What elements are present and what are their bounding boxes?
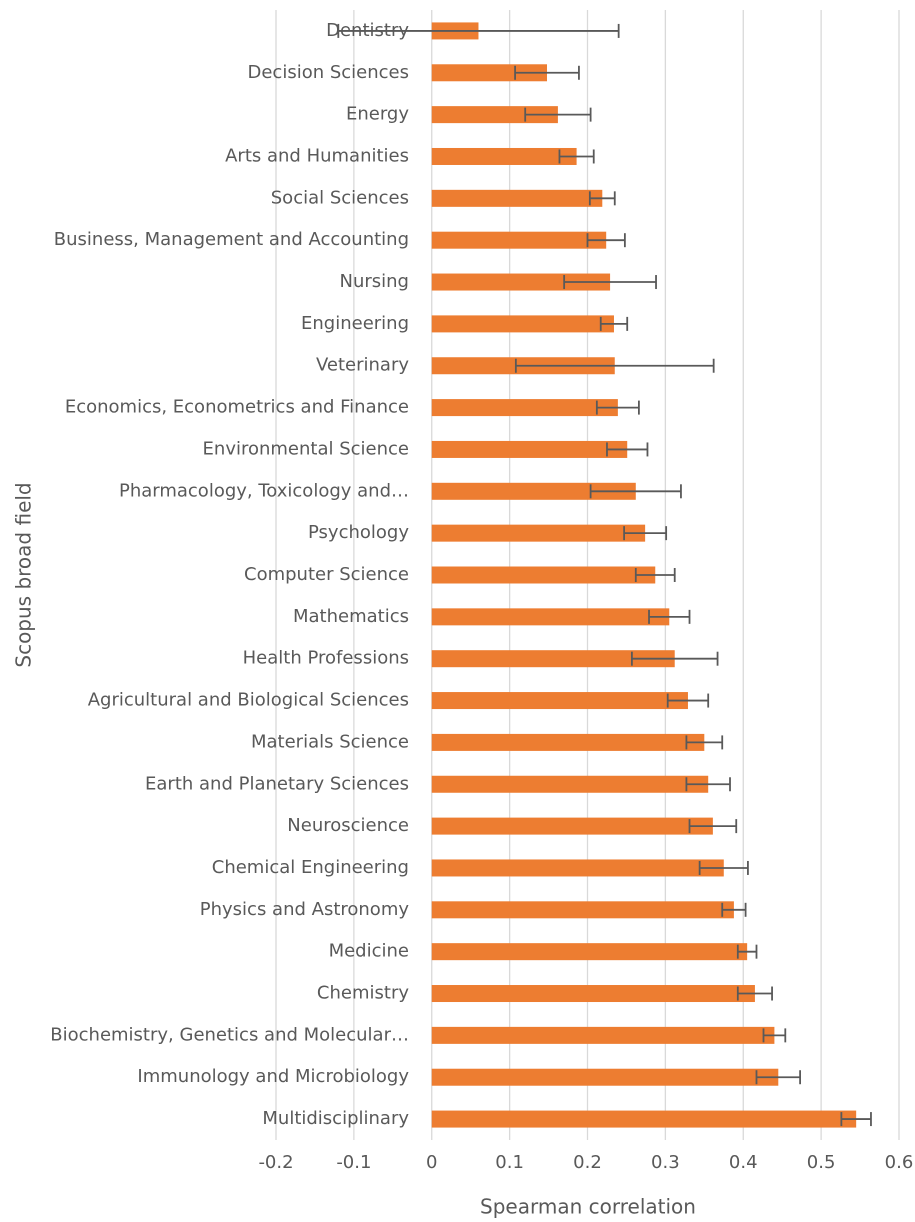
y-tick-label: Veterinary: [316, 355, 409, 376]
y-tick-label: Multidisciplinary: [262, 1108, 409, 1129]
x-tick-label: -0.2: [258, 1152, 293, 1173]
error-bar: [606, 442, 649, 457]
bar: [431, 1110, 857, 1128]
error-bar: [524, 107, 592, 122]
bar: [431, 106, 558, 124]
error-bar: [595, 400, 640, 415]
bar: [431, 650, 675, 668]
error-bar: [514, 65, 580, 80]
y-tick-label: Agricultural and Biological Sciences: [88, 690, 409, 711]
y-tick-label: Business, Management and Accounting: [54, 229, 409, 250]
error-bar: [666, 693, 710, 708]
bar: [431, 566, 656, 584]
y-axis-title: Scopus broad field: [12, 482, 36, 667]
error-bar: [588, 191, 616, 206]
error-bar: [736, 986, 773, 1001]
y-tick-label: Chemical Engineering: [212, 857, 409, 878]
error-bar: [630, 651, 719, 666]
x-tick-label: 0.5: [807, 1152, 836, 1173]
bar: [431, 943, 748, 961]
y-tick-label: Mathematics: [293, 606, 409, 627]
bar: [431, 817, 713, 835]
error-bar: [563, 275, 657, 290]
bar: [431, 231, 607, 249]
error-bar: [755, 1070, 801, 1085]
error-bar: [840, 1112, 872, 1127]
bar: [431, 859, 724, 877]
y-tick-label: Pharmacology, Toxicology and…: [119, 480, 409, 501]
bar: [431, 440, 628, 458]
x-tick-label: 0.1: [495, 1152, 524, 1173]
bar: [431, 985, 755, 1003]
error-bar: [685, 735, 724, 750]
x-tick-label: 0: [426, 1152, 437, 1173]
y-tick-label: Physics and Astronomy: [200, 899, 410, 920]
bar: [431, 692, 688, 710]
y-tick-label: Economics, Econometrics and Finance: [65, 397, 409, 418]
bar: [431, 399, 618, 417]
y-tick-label: Engineering: [301, 313, 409, 334]
y-tick-label: Computer Science: [244, 564, 409, 585]
y-tick-label: Neuroscience: [287, 815, 409, 836]
bar: [431, 524, 646, 542]
x-tick-label: 0.6: [885, 1152, 914, 1173]
bar: [431, 1026, 775, 1044]
y-tick-label: Immunology and Microbiology: [137, 1066, 409, 1087]
y-tick-label: Materials Science: [251, 731, 409, 752]
error-bar: [685, 777, 731, 792]
error-bar: [688, 819, 738, 834]
bar: [431, 901, 734, 919]
bar: [431, 733, 705, 751]
bar: [431, 608, 670, 626]
bar: [431, 315, 614, 333]
error-bar: [698, 860, 749, 875]
bar: [431, 147, 577, 165]
error-bar: [648, 609, 691, 624]
y-tick-label: Health Professions: [243, 648, 409, 669]
error-bar: [599, 316, 629, 331]
error-bar: [721, 902, 747, 917]
y-tick-label: Chemistry: [317, 983, 409, 1004]
error-bar: [558, 149, 595, 164]
error-bar: [586, 233, 626, 248]
y-tick-label: Decision Sciences: [247, 62, 409, 83]
bar: [431, 482, 636, 500]
error-bar: [634, 568, 676, 582]
error-bar: [514, 358, 715, 373]
error-bar: [623, 526, 668, 541]
y-tick-label: Biochemistry, Genetics and Molecular…: [50, 1024, 409, 1045]
y-tick-label: Environmental Science: [203, 438, 409, 459]
bar: [431, 1068, 779, 1086]
x-tick-label: 0.3: [651, 1152, 680, 1173]
y-tick-label: Arts and Humanities: [225, 145, 409, 166]
bar: [431, 189, 603, 207]
error-bar: [589, 484, 682, 499]
y-tick-label: Psychology: [308, 522, 409, 543]
x-tick-label: 0.2: [573, 1152, 602, 1173]
x-tick-label: -0.1: [336, 1152, 371, 1173]
error-bar: [736, 944, 758, 959]
y-tick-label: Earth and Planetary Sciences: [145, 773, 409, 794]
y-tick-label: Social Sciences: [271, 187, 409, 208]
bar: [431, 64, 548, 82]
x-tick-label: 0.4: [729, 1152, 758, 1173]
y-tick-label: Nursing: [340, 271, 410, 292]
x-axis-title: Spearman correlation: [480, 1195, 696, 1219]
y-tick-label: Medicine: [329, 941, 409, 962]
error-bar: [337, 23, 620, 38]
bar: [431, 273, 611, 291]
error-bar: [762, 1028, 787, 1043]
y-tick-label: Energy: [346, 104, 409, 125]
bar: [431, 775, 709, 793]
